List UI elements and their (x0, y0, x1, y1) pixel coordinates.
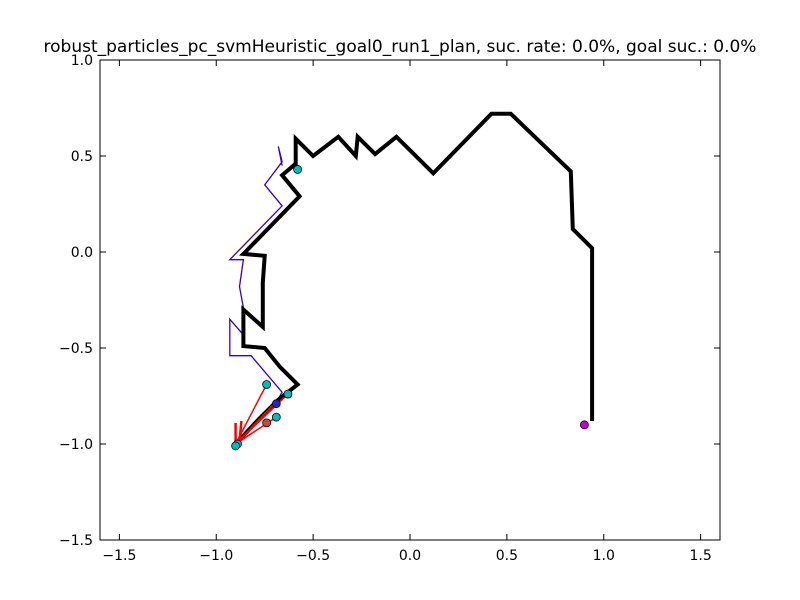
y-tick-label-5: −1.5 (59, 533, 93, 549)
y-tick-label-1: 0.5 (71, 149, 93, 165)
plot-lines (228, 111, 595, 446)
point-marker-5 (262, 418, 272, 428)
y-tick-label-4: −1.0 (59, 437, 93, 453)
plot-markers (231, 165, 589, 451)
point-marker-2 (283, 389, 293, 399)
y-tick-label-2: 0.0 (71, 245, 93, 261)
x-axis: −1.5 −1.0 −0.5 0.0 0.5 1.0 1.5 (102, 60, 712, 564)
point-marker-8 (579, 420, 589, 430)
y-axis: 1.0 0.5 0.0 −0.5 −1.0 −1.5 (59, 53, 720, 549)
point-marker-7 (231, 441, 241, 451)
x-tick-label-0: −1.5 (102, 548, 136, 564)
x-tick-label-5: 1.0 (593, 548, 615, 564)
y-tick-label-3: −0.5 (59, 341, 93, 357)
series-line-1 (234, 111, 595, 446)
x-tick-label-4: 0.5 (496, 548, 518, 564)
x-tick-label-6: 1.5 (689, 548, 711, 564)
point-marker-1 (262, 380, 272, 389)
y-tick-label-0: 1.0 (71, 53, 93, 69)
x-tick-label-2: −0.5 (296, 548, 330, 564)
plot-frame (99, 59, 721, 541)
series-line-7 (238, 420, 243, 443)
point-marker-3 (271, 399, 281, 409)
series-line-5 (235, 403, 275, 445)
x-tick-label-3: 0.0 (399, 548, 421, 564)
point-marker-4 (271, 412, 281, 422)
point-marker-0 (293, 165, 303, 174)
series-line-0 (228, 146, 283, 406)
chart-title: robust_particles_pc_svmHeuristic_goal0_r… (44, 37, 757, 57)
x-tick-label-1: −1.0 (199, 548, 233, 564)
